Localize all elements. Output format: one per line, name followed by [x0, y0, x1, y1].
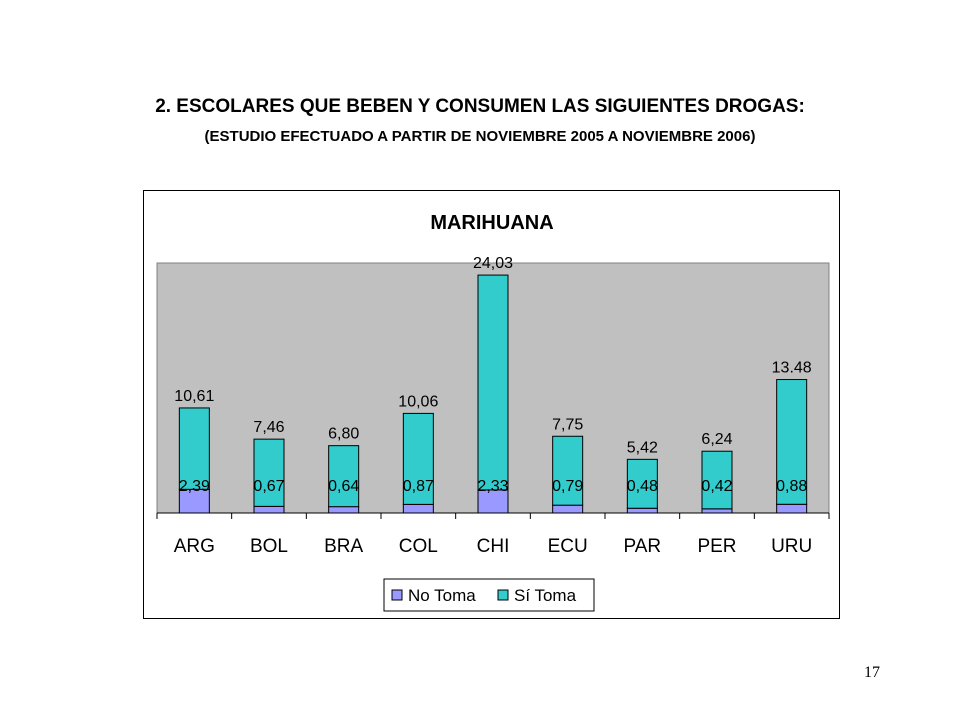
legend-label-no-toma: No Toma — [408, 586, 476, 605]
bar-si-toma-ecu — [552, 435, 584, 506]
bar-no-toma-par — [626, 507, 658, 514]
bar-si-toma-uru — [776, 379, 808, 505]
bar-no-toma-bra — [328, 506, 360, 514]
no-toma-label-ecu: 0,79 — [552, 478, 583, 495]
x-tick-label-uru: URU — [771, 536, 812, 557]
x-tick-label-arg: ARG — [174, 536, 215, 557]
no-toma-label-uru: 0,88 — [776, 478, 807, 495]
no-toma-label-arg: 2,39 — [179, 478, 210, 495]
bar-si-toma-col — [402, 412, 434, 505]
chart-frame: MARIHUANA 10,61 2,39 ARG 7,46 0,67 BOL 6,80 0,64… — [143, 190, 840, 619]
total-label-uru: 13.48 — [772, 360, 812, 377]
legend-swatch-si-toma — [497, 589, 509, 601]
no-toma-label-chi: 2,33 — [477, 478, 508, 495]
total-label-par: 5,42 — [627, 439, 658, 456]
bar-no-toma-per — [701, 508, 733, 514]
total-label-arg: 10,61 — [174, 388, 214, 405]
no-toma-label-col: 0,87 — [403, 478, 434, 495]
bar-no-toma-uru — [776, 503, 808, 514]
legend-label-si-toma: Sí Toma — [514, 586, 577, 605]
x-tick-label-ecu: ECU — [548, 536, 588, 557]
x-tick-label-bra: BRA — [324, 536, 363, 557]
slide-title: 2. ESCOLARES QUE BEBEN Y CONSUMEN LAS SI… — [155, 96, 805, 117]
x-tick-label-col: COL — [399, 536, 438, 557]
bar-no-toma-ecu — [552, 504, 584, 514]
no-toma-label-bol: 0,67 — [253, 478, 284, 495]
bar-si-toma-chi — [477, 274, 509, 491]
legend-box — [383, 578, 595, 612]
legend-swatch-no-toma — [391, 589, 403, 601]
total-label-col: 10,06 — [398, 393, 438, 410]
bar-no-toma-col — [402, 503, 434, 514]
slide-subtitle: (ESTUDIO EFECTUADO A PARTIR DE NOVIEMBRE… — [204, 128, 756, 145]
no-toma-label-per: 0,42 — [701, 478, 732, 495]
total-label-bol: 7,46 — [253, 419, 284, 436]
x-tick-label-per: PER — [697, 536, 736, 557]
bar-si-toma-bol — [253, 438, 285, 507]
bar-si-toma-arg — [178, 407, 210, 490]
bar-no-toma-bol — [253, 505, 285, 514]
total-label-bra: 6,80 — [328, 426, 359, 443]
page-number: 17 — [864, 664, 880, 681]
total-label-chi: 24,03 — [473, 255, 513, 272]
bar-si-toma-per — [701, 450, 733, 510]
x-tick-label-par: PAR — [623, 536, 661, 557]
chart-svg: MARIHUANA 10,61 2,39 ARG 7,46 0,67 BOL 6,80 0,64… — [156, 212, 830, 612]
x-tick-label-chi: CHI — [477, 536, 510, 557]
total-label-per: 6,24 — [701, 431, 732, 448]
chart-title: MARIHUANA — [430, 212, 553, 234]
no-toma-label-par: 0,48 — [627, 478, 658, 495]
total-label-ecu: 7,75 — [552, 416, 583, 433]
bar-si-toma-bra — [328, 445, 360, 508]
no-toma-label-bra: 0,64 — [328, 478, 359, 495]
x-tick-label-bol: BOL — [250, 536, 288, 557]
bar-si-toma-par — [626, 458, 658, 509]
